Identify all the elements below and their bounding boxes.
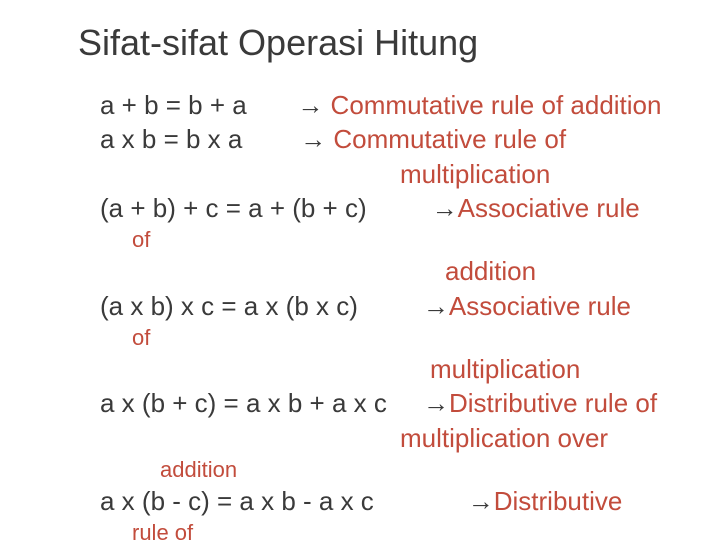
assoc-add-continuation: addition <box>100 254 680 288</box>
expr-dist-add: a x (b + c) = a x b + a x c <box>100 388 387 418</box>
rule-distributive-subtraction: a x (b - c) = a x b - a x c →Distributiv… <box>100 484 680 518</box>
rule-commutative-multiplication-line2: multiplication <box>100 157 680 191</box>
label-comm-add: Commutative rule of addition <box>323 90 661 120</box>
text-rule-of: rule of <box>132 520 193 540</box>
text-addition: addition <box>445 256 536 286</box>
arrow-icon: → <box>297 90 323 120</box>
expr-assoc-add: (a + b) + c = a + (b + c) <box>100 193 367 223</box>
rule-associative-multiplication: (a x b) x c = a x (b x c) →Associative r… <box>100 289 680 323</box>
dist-add-continuation: multiplication over <box>100 421 680 455</box>
text-addition2: addition <box>160 457 237 482</box>
slide-title: Sifat-sifat Operasi Hitung <box>78 22 478 64</box>
assoc-mul-sub-of: of <box>100 323 680 352</box>
dist-add-sub: addition <box>100 455 680 484</box>
arrow-icon: → <box>423 291 449 321</box>
arrow-icon: → <box>468 486 494 516</box>
text-multiplication: multiplication <box>430 354 580 384</box>
dist-sub-sub: rule of <box>100 518 680 540</box>
rule-distributive-addition: a x (b + c) = a x b + a x c →Distributiv… <box>100 386 680 420</box>
text-of: of <box>132 325 150 350</box>
label-comm-mul-line1: Commutative rule of <box>326 124 566 154</box>
expr-dist-sub: a x (b - c) = a x b - a x c <box>100 486 374 516</box>
slide-body: a + b = b + a → Commutative rule of addi… <box>100 88 680 540</box>
arrow-icon: → <box>300 124 326 154</box>
arrow-icon: → <box>423 388 449 418</box>
text-mult-over: multiplication over <box>400 423 608 453</box>
label-assoc-add: Associative rule <box>458 193 640 223</box>
label-dist-sub: Distributive <box>494 486 623 516</box>
label-comm-mul-line2: multiplication <box>400 159 550 189</box>
rule-commutative-multiplication: a x b = b x a → Commutative rule of <box>100 122 680 156</box>
label-dist-add: Distributive rule of <box>449 388 657 418</box>
expr-assoc-mul: (a x b) x c = a x (b x c) <box>100 291 358 321</box>
text-of: of <box>132 227 150 252</box>
assoc-add-sub-of: of <box>100 225 680 254</box>
expr-comm-add: a + b = b + a <box>100 90 247 120</box>
label-assoc-mul: Associative rule <box>449 291 631 321</box>
rule-associative-addition: (a + b) + c = a + (b + c) →Associative r… <box>100 191 680 225</box>
arrow-icon: → <box>432 193 458 223</box>
assoc-mul-continuation: multiplication <box>100 352 680 386</box>
expr-comm-mul: a x b = b x a <box>100 124 242 154</box>
rule-commutative-addition: a + b = b + a → Commutative rule of addi… <box>100 88 680 122</box>
